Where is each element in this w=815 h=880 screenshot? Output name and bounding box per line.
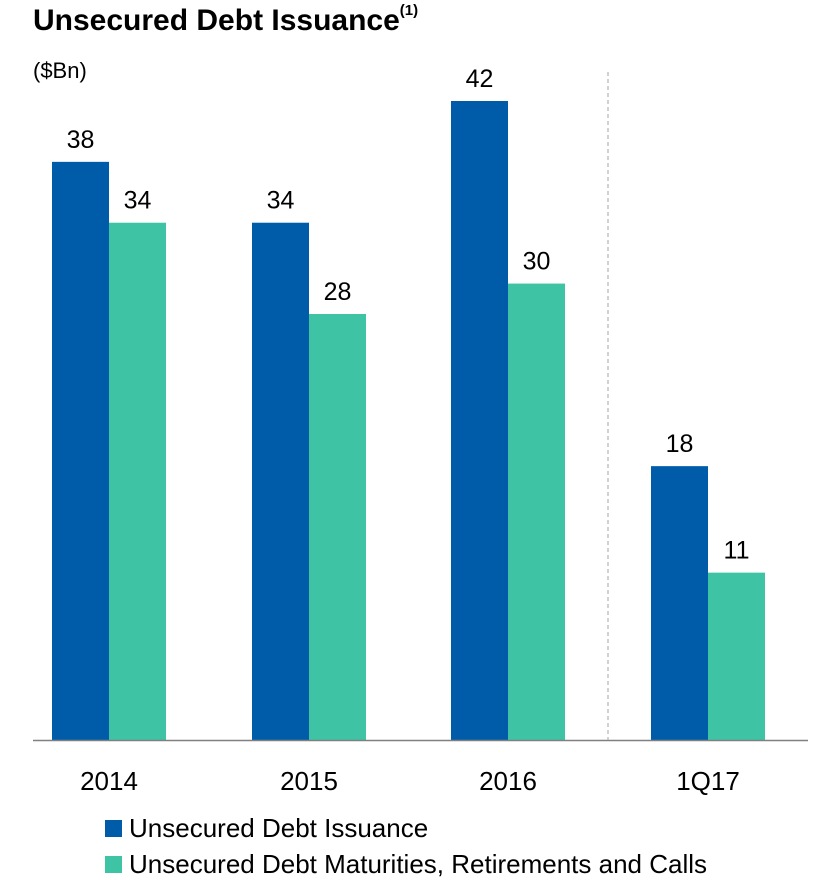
data-label: 34 xyxy=(124,187,152,215)
legend-label-maturities: Unsecured Debt Maturities, Retirements a… xyxy=(129,849,708,879)
data-label: 18 xyxy=(666,430,694,458)
legend-swatch-issuance xyxy=(105,820,122,837)
bar-maturities-2016 xyxy=(508,283,565,740)
x-tick-label: 2016 xyxy=(479,766,537,796)
chart-title: Unsecured Debt Issuance(1) xyxy=(33,2,419,38)
bar-chart: 38 34 2014 34 28 2015 42 30 2016 18 11 1Q17 xyxy=(33,65,808,796)
bar-maturities-1Q17 xyxy=(708,572,765,740)
bar-maturities-2014 xyxy=(109,222,166,740)
bar-maturities-2015 xyxy=(309,314,366,740)
chart-title-text: Unsecured Debt Issuance xyxy=(33,4,400,37)
legend-item-maturities: Unsecured Debt Maturities, Retirements a… xyxy=(105,849,707,880)
x-tick-label: 2015 xyxy=(280,766,338,796)
data-label: 42 xyxy=(466,65,494,93)
bar-issuance-2014 xyxy=(52,161,109,740)
legend-swatch-maturities xyxy=(105,856,122,873)
bar-issuance-2016 xyxy=(451,101,508,740)
bar-issuance-2015 xyxy=(252,222,309,740)
data-label: 34 xyxy=(267,187,295,215)
data-label: 11 xyxy=(724,537,750,565)
data-label: 28 xyxy=(324,278,352,306)
x-tick-label: 2014 xyxy=(80,766,138,796)
data-label: 30 xyxy=(523,248,551,276)
x-tick-label: 1Q17 xyxy=(676,766,740,796)
chart-unit-label: ($Bn) xyxy=(33,58,87,83)
legend-label-issuance: Unsecured Debt Issuance xyxy=(129,813,429,843)
title-footnote: (1) xyxy=(399,2,419,19)
bar-issuance-1Q17 xyxy=(651,466,708,740)
data-label: 38 xyxy=(67,126,95,154)
legend-item-issuance: Unsecured Debt Issuance xyxy=(105,813,428,844)
